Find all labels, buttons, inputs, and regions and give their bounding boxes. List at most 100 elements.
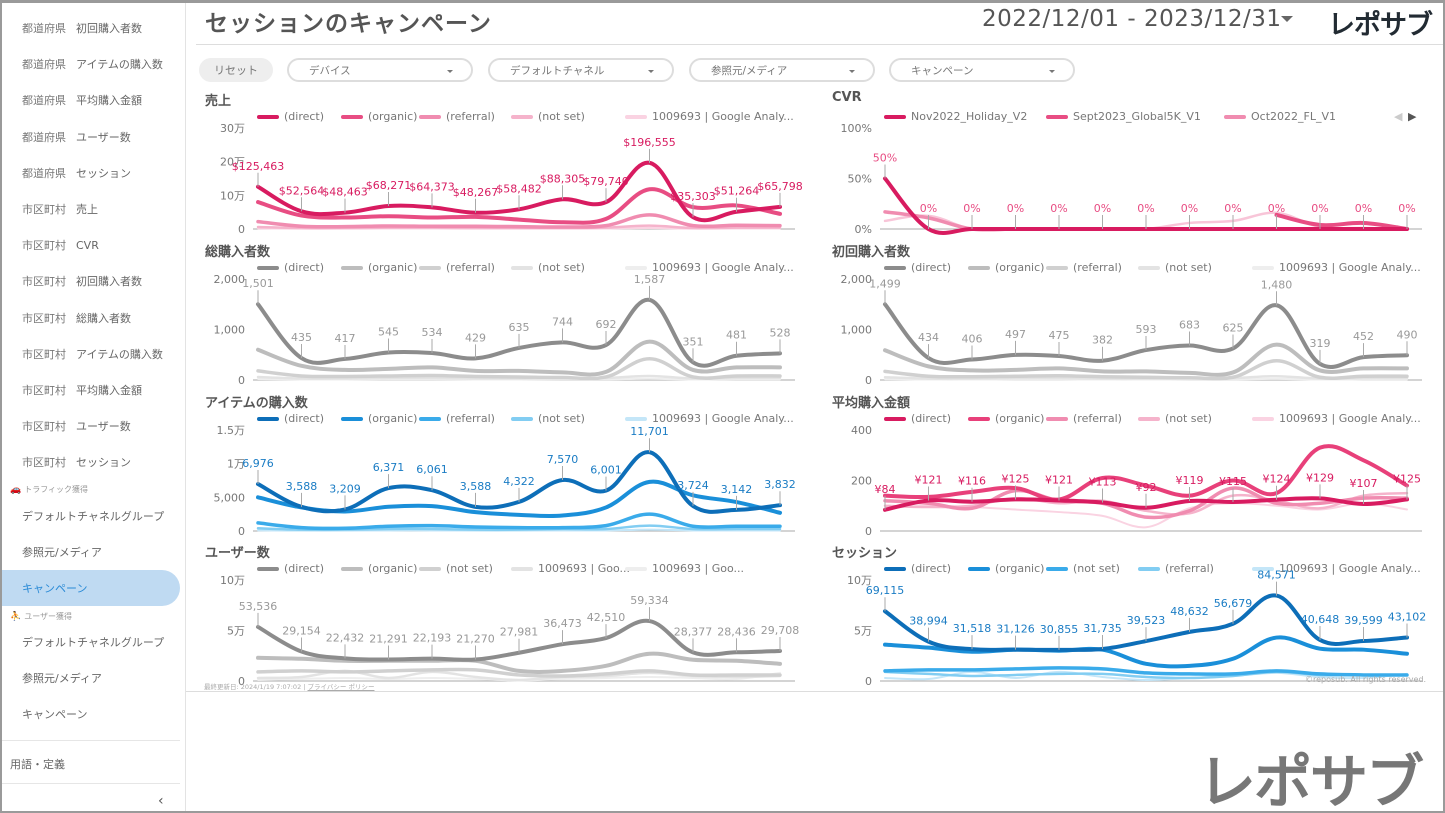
y-tick-label: 400 bbox=[851, 424, 872, 437]
y-tick-label: 2,000 bbox=[841, 273, 873, 286]
data-label: 22,432 bbox=[326, 631, 365, 644]
legend-item[interactable]: (organic) bbox=[341, 261, 417, 274]
legend-item[interactable]: 1009693 | Google Analy... bbox=[1252, 261, 1421, 274]
legend-swatch bbox=[1046, 416, 1068, 421]
legend-item[interactable]: 1009693 | Google Analy... bbox=[625, 261, 794, 274]
legend-item[interactable]: (referral) bbox=[1046, 261, 1122, 274]
sidebar-traffic-item[interactable]: デフォルトチャネルグループ bbox=[22, 510, 165, 523]
series-line[interactable] bbox=[883, 359, 1409, 381]
data-label: 534 bbox=[422, 326, 443, 339]
legend-item[interactable]: 1009693 | Goo... bbox=[625, 562, 744, 575]
sidebar-item-prefix: 市区町村 bbox=[22, 311, 66, 325]
sidebar-item[interactable]: 市区町村 ユーザー数 bbox=[0, 408, 180, 444]
legend-item[interactable]: (referral) bbox=[419, 412, 495, 425]
legend-item[interactable]: Nov2022_Holiday_V2 bbox=[884, 110, 1027, 123]
legend-item[interactable]: (organic) bbox=[968, 261, 1044, 274]
sidebar-item[interactable]: 市区町村 平均購入金額 bbox=[0, 372, 180, 408]
series-line[interactable] bbox=[256, 213, 782, 229]
collapse-sidebar-icon[interactable]: ‹ bbox=[158, 793, 164, 809]
series-line[interactable] bbox=[883, 635, 1409, 669]
sidebar-terms-link[interactable]: 用語・定義 bbox=[10, 758, 65, 771]
sidebar-traffic-item[interactable]: キャンペーン bbox=[0, 570, 180, 606]
data-label: 0% bbox=[963, 202, 980, 215]
series-line[interactable] bbox=[883, 491, 1409, 516]
legend-next-icon[interactable]: ▶ bbox=[1408, 110, 1417, 123]
legend-item[interactable]: Sept2023_Global5K_V1 bbox=[1046, 110, 1201, 123]
legend-item[interactable]: (organic) bbox=[341, 562, 417, 575]
filter-campaign[interactable]: キャンペーン bbox=[889, 58, 1075, 82]
legend-prev-icon[interactable]: ◀ bbox=[1394, 110, 1403, 123]
sidebar-traffic-item[interactable]: 参照元/メディア bbox=[22, 546, 102, 559]
brand-logo-large: レポサブ bbox=[1198, 748, 1424, 813]
sidebar-item[interactable]: 市区町村 CVR bbox=[0, 227, 180, 263]
sidebar-item[interactable]: 都道府県 ユーザー数 bbox=[0, 119, 180, 155]
legend-item[interactable]: (organic) bbox=[341, 412, 417, 425]
chart-plot: 0 5万 10万 53,536 29,154 22,432 21,291 22,193 21,2… bbox=[220, 574, 799, 688]
sidebar-user-item[interactable]: デフォルトチャネルグループ bbox=[22, 636, 165, 649]
series-line[interactable] bbox=[884, 670, 1408, 681]
filter-device[interactable]: デバイス bbox=[287, 58, 473, 82]
reset-button[interactable]: リセット bbox=[199, 58, 273, 82]
sidebar-item[interactable]: 都道府県 平均購入金額 bbox=[0, 82, 180, 118]
legend-item[interactable]: (direct) bbox=[884, 412, 951, 425]
sidebar-item[interactable]: 市区町村 セッション bbox=[0, 444, 180, 480]
sidebar-user-item[interactable]: 参照元/メディア bbox=[22, 672, 102, 685]
data-label: 481 bbox=[726, 329, 747, 342]
legend-item[interactable]: Oct2022_FL_V1 bbox=[1224, 110, 1336, 123]
date-range-picker[interactable]: 2022/12/01 - 2023/12/31 bbox=[982, 6, 1282, 32]
legend-swatch bbox=[625, 265, 647, 270]
legend-item[interactable]: (not set) bbox=[419, 562, 493, 575]
series-line[interactable] bbox=[256, 512, 782, 531]
sidebar-item[interactable]: 都道府県 初回購入者数 bbox=[0, 10, 180, 46]
legend-item[interactable]: (not set) bbox=[1046, 562, 1120, 575]
legend-item[interactable]: (not set) bbox=[1138, 261, 1212, 274]
series-line[interactable] bbox=[256, 651, 782, 674]
legend-item[interactable]: (direct) bbox=[257, 110, 324, 123]
legend-item[interactable]: (not set) bbox=[511, 110, 585, 123]
legend-item[interactable]: 1009693 | Google Analy... bbox=[1252, 562, 1421, 575]
chart-title: 総購入者数 bbox=[205, 245, 271, 260]
legend-item[interactable]: (organic) bbox=[968, 562, 1044, 575]
legend-item[interactable]: (not set) bbox=[511, 412, 585, 425]
legend-item[interactable]: (direct) bbox=[884, 261, 951, 274]
filter-source-medium[interactable]: 参照元/メディア bbox=[689, 58, 875, 82]
series-line[interactable] bbox=[883, 666, 1409, 677]
sidebar-item[interactable]: 都道府県 セッション bbox=[0, 155, 180, 191]
legend-item[interactable]: 1009693 | Google Analy... bbox=[1252, 412, 1421, 425]
series-line[interactable] bbox=[883, 342, 1409, 377]
data-label: 0% bbox=[1268, 202, 1285, 215]
sidebar-item-label: CVR bbox=[76, 238, 99, 252]
series-line[interactable] bbox=[256, 357, 782, 381]
data-label: $68,271 bbox=[366, 179, 412, 192]
date-range-caret-icon[interactable] bbox=[1281, 16, 1293, 22]
sidebar-item[interactable]: 市区町村 総購入者数 bbox=[0, 300, 180, 336]
legend-item[interactable]: (not set) bbox=[1138, 412, 1212, 425]
legend-item[interactable]: 1009693 | Google Analy... bbox=[625, 412, 794, 425]
sidebar-item[interactable]: 市区町村 売上 bbox=[0, 191, 180, 227]
sidebar-item[interactable]: 市区町村 アイテムの購入数 bbox=[0, 336, 180, 372]
legend-item[interactable]: (direct) bbox=[257, 412, 324, 425]
series-line[interactable] bbox=[256, 339, 782, 377]
legend-item[interactable]: (referral) bbox=[419, 261, 495, 274]
filter-default-channel[interactable]: デフォルトチャネル bbox=[488, 58, 674, 82]
sidebar-item[interactable]: 都道府県 アイテムの購入数 bbox=[0, 46, 180, 82]
chart-title: 初回購入者数 bbox=[832, 245, 911, 260]
legend-item[interactable]: (direct) bbox=[884, 562, 951, 575]
legend-item[interactable]: (organic) bbox=[968, 412, 1044, 425]
legend-item[interactable]: (not set) bbox=[511, 261, 585, 274]
legend-item[interactable]: (referral) bbox=[1046, 412, 1122, 425]
sidebar-user-item[interactable]: キャンペーン bbox=[22, 708, 88, 721]
series-line[interactable] bbox=[883, 486, 1409, 520]
sidebar-item[interactable]: 市区町村 初回購入者数 bbox=[0, 263, 180, 299]
legend-item[interactable]: 1009693 | Google Analy... bbox=[625, 110, 794, 123]
legend-item[interactable]: (organic) bbox=[341, 110, 417, 123]
series-line[interactable] bbox=[1274, 212, 1409, 231]
legend-item[interactable]: (referral) bbox=[419, 110, 495, 123]
legend-item[interactable]: (direct) bbox=[257, 562, 324, 575]
legend-item[interactable]: (referral) bbox=[1138, 562, 1214, 575]
legend-item[interactable]: 1009693 | Goo... bbox=[511, 562, 630, 575]
privacy-policy-link[interactable]: プライバシー ポリシー bbox=[307, 683, 375, 691]
legend-item[interactable]: (direct) bbox=[257, 261, 324, 274]
series-line[interactable] bbox=[256, 667, 782, 678]
